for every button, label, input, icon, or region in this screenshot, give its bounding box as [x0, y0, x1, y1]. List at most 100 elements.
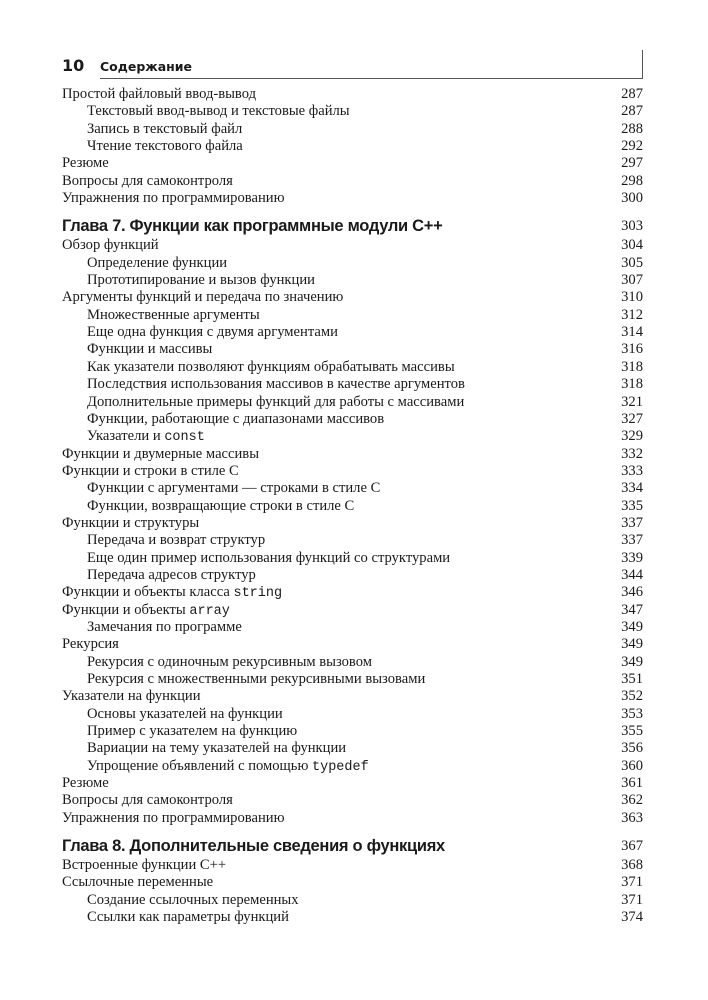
entry-code: typedef [312, 759, 369, 775]
entry-page: 371 [621, 874, 643, 891]
entry-title: Передача адресов структур [62, 567, 256, 583]
toc-entry: Множественные аргументы 312 [62, 307, 643, 324]
entry-text: Функции и массивы [87, 341, 213, 358]
entry-title: Функции и структуры [62, 515, 199, 531]
entry-text: Упражнения по программированию [62, 190, 285, 207]
toc-entry: Рекурсия 349 [62, 636, 643, 653]
toc-entry: Ссылочные переменные 371 [62, 874, 643, 891]
toc-entry: Чтение текстового файла 292 [62, 138, 643, 155]
entry-title: Основы указателей на функции [62, 706, 283, 722]
entry-page: 300 [621, 190, 643, 207]
entry-page: 314 [621, 324, 643, 341]
entry-text: Рекурсия с одиночным рекурсивным вызовом [87, 653, 372, 670]
toc-entry: Встроенные функции C++ 368 [62, 857, 643, 874]
entry-text: Запись в текстовый файл [87, 120, 243, 137]
entry-text: Функции и структуры [62, 514, 200, 531]
entry-text: Последствия использования массивов в кач… [87, 376, 465, 393]
entry-text: Пример с указателем на функцию [87, 723, 298, 740]
entry-text: Вариации на тему указателей на функции [87, 740, 347, 757]
entry-title: Функции и объекты array [62, 601, 230, 619]
toc-entry: Указатели на функции 352 [62, 688, 643, 705]
entry-text: Функции с аргументами — строками в стиле… [87, 480, 381, 497]
entry-page: 351 [621, 671, 643, 687]
toc-entry: Функции, возвращающие строки в стиле C 33… [62, 498, 643, 515]
entry-text: Встроенные функции C++ [62, 857, 227, 874]
entry-page: 346 [621, 584, 643, 601]
entry-text: Еще один пример использования функций со… [87, 549, 451, 566]
entry-title: Текстовый ввод-вывод и текстовые файлы [62, 103, 350, 119]
entry-title: Рекурсия с множественными рекурсивными в… [62, 671, 425, 687]
entry-title: Указатели и const [62, 428, 205, 445]
entry-text: Рекурсия [62, 636, 119, 653]
entry-title: Последствия использования массивов в кач… [62, 376, 465, 392]
entry-page: 334 [621, 480, 643, 497]
toc-entry: Пример с указателем на функцию 355 [62, 723, 643, 740]
toc-entry: Последствия использования массивов в кач… [62, 376, 643, 393]
toc-entry: Передача и возврат структур 337 [62, 532, 643, 549]
entry-title: Упрощение объявлений с помощью typedef [62, 757, 369, 775]
toc-entry: Запись в текстовый файл 288 [62, 121, 643, 138]
entry-text: Функции и двумерные массивы [62, 445, 260, 462]
entry-title: Вопросы для самоконтроля [62, 792, 233, 808]
toc-entry: Функции с аргументами — строками в стиле… [62, 480, 643, 497]
entry-text: Обзор функций [62, 237, 159, 254]
entry-title: Передача и возврат структур [62, 532, 265, 548]
toc-entry: Прототипирование и вызов функции 307 [62, 272, 643, 289]
entry-page: 360 [621, 757, 643, 774]
entry-title: Множественные аргументы [62, 307, 260, 323]
toc-entry: Основы указателей на функции 353 [62, 706, 643, 723]
entry-text: Ссылочные переменные [62, 874, 214, 891]
entry-page: 305 [621, 254, 643, 271]
entry-text: Упрощение объявлений с помощью [87, 757, 312, 774]
entry-title: Рекурсия с одиночным рекурсивным вызовом [62, 654, 372, 670]
entry-title: Определение функции [62, 255, 227, 271]
entry-page: 287 [621, 103, 643, 120]
running-header: 10 Содержание [62, 50, 643, 79]
entry-title: Еще одна функция с двумя аргументами [62, 324, 338, 340]
toc-entry: Простой файловый ввод-вывод 287 [62, 86, 643, 103]
entry-page: 312 [621, 306, 643, 323]
chapter-title: Глава 8. Дополнительные сведения о функц… [62, 837, 445, 856]
entry-title: Функции и двумерные массивы [62, 446, 259, 462]
toc-entry: Дополнительные примеры функций для работ… [62, 394, 643, 411]
entry-page: 298 [621, 172, 643, 189]
entry-title: Ссылки как параметры функций [62, 909, 289, 925]
entry-text: Как указатели позволяют функциям обрабат… [87, 358, 455, 375]
toc-entry: Упрощение объявлений с помощью typedef 36… [62, 758, 643, 775]
chapter-page: 303 [621, 218, 643, 235]
toc-entry: Рекурсия с одиночным рекурсивным вызовом… [62, 654, 643, 671]
entry-page: 362 [621, 792, 643, 809]
entry-text: Рекурсия с множественными рекурсивными в… [87, 671, 426, 687]
toc-entry: Замечания по программе 349 [62, 619, 643, 636]
entry-page: 363 [621, 809, 643, 826]
page-number: 10 [62, 56, 85, 75]
header-rule-vertical [642, 50, 643, 78]
entry-page: 327 [621, 410, 643, 427]
entry-text: Множественные аргументы [87, 306, 260, 323]
entry-page: 349 [621, 618, 643, 635]
entry-text: Функции, работающие с диапазонами массив… [87, 410, 385, 427]
entry-title: Встроенные функции C++ [62, 857, 226, 873]
entry-title: Создание ссылочных переменных [62, 892, 299, 908]
entry-page: 318 [621, 358, 643, 375]
entry-text: Резюме [62, 775, 109, 792]
entry-page: 332 [621, 445, 643, 462]
entry-page: 349 [621, 653, 643, 670]
chapter-heading: Глава 7. Функции как программные модули … [62, 215, 643, 237]
entry-text: Функции и объекты [62, 601, 190, 618]
entry-title: Чтение текстового файла [62, 138, 243, 154]
entry-title: Функции, работающие с диапазонами массив… [62, 411, 384, 427]
entry-text: Ссылки как параметры функций [87, 909, 289, 926]
toc-entry: Как указатели позволяют функциям обрабат… [62, 359, 643, 376]
toc-entry: Рекурсия с множественными рекурсивными в… [62, 671, 643, 688]
entry-title: Указатели на функции [62, 688, 201, 704]
entry-code: array [189, 603, 230, 619]
toc-entry: Функции и структуры 337 [62, 515, 643, 532]
entry-title: Еще один пример использования функций со… [62, 550, 450, 566]
entry-text: Передача и возврат структур [87, 532, 266, 549]
header-rule [100, 78, 643, 79]
toc-entry: Функции и строки в стиле C 333 [62, 463, 643, 480]
toc-entry: Ссылки как параметры функций 374 [62, 909, 643, 926]
entry-page: 352 [621, 688, 643, 705]
toc-entry: Вариации на тему указателей на функции 35… [62, 740, 643, 757]
